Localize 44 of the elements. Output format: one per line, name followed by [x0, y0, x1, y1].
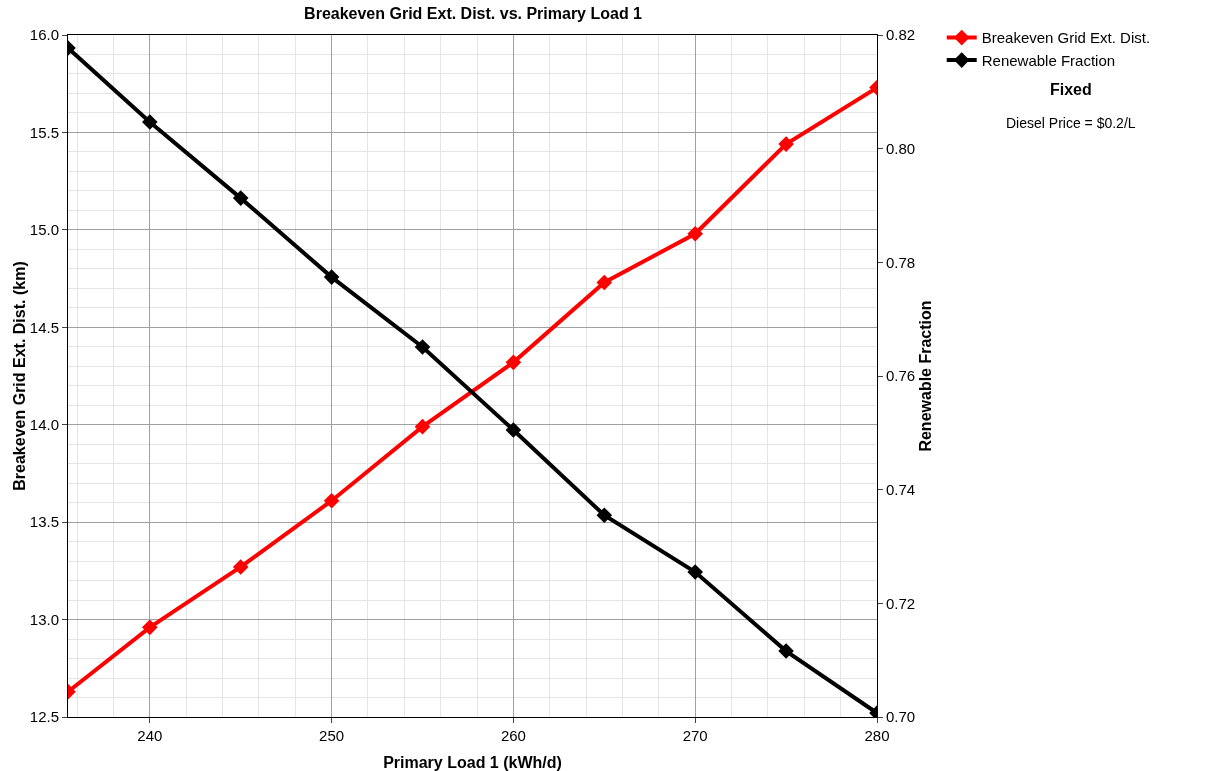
point	[596, 274, 613, 291]
y-tick-label: 12.5	[29, 708, 59, 726]
point	[323, 269, 340, 285]
point	[687, 564, 703, 580]
x-tick-label: 280	[864, 727, 890, 744]
y2-tick-label: 0.74	[886, 480, 916, 498]
x-tick-label: 260	[500, 727, 526, 744]
point	[232, 190, 249, 206]
y2-tick-label: 0.70	[886, 708, 916, 726]
y-tick-label: 15.0	[29, 221, 59, 239]
y-tick-label: 15.5	[29, 123, 59, 141]
y-tick-label: 14.5	[29, 318, 59, 336]
y2-tick-label: 0.76	[886, 367, 916, 385]
point	[687, 225, 703, 242]
point	[414, 418, 431, 435]
y-axis-title: Breakeven Grid Ext. Dist. (km)	[10, 261, 28, 491]
x-tick-label: 250	[319, 727, 345, 744]
text: Diesel Price = $0.2/L	[1006, 115, 1136, 131]
text: Fixed	[1050, 81, 1092, 98]
y2-tick-label: 0.82	[886, 26, 916, 44]
chart-title: Breakeven Grid Ext. Dist. vs. Primary Load 1	[304, 4, 643, 22]
point	[778, 643, 794, 659]
y2-tick-label: 0.78	[886, 253, 916, 271]
point	[232, 559, 249, 575]
y2-tick-label: 0.72	[886, 594, 916, 612]
point	[142, 619, 158, 636]
y-tick-label: 13.5	[29, 513, 59, 531]
point	[505, 422, 522, 438]
point	[596, 507, 613, 524]
legend-label: Renewable Fraction	[981, 51, 1116, 69]
point	[778, 136, 794, 152]
y2-tick-label: 0.80	[886, 139, 916, 157]
point	[142, 114, 158, 130]
x-axis-title: Primary Load 1 (kWh/d)	[383, 754, 562, 771]
y-tick-label: 16.0	[29, 26, 59, 44]
legend-label: Breakeven Grid Ext. Dist.	[981, 29, 1151, 47]
x-tick-label: 240	[137, 727, 163, 744]
y-tick-label: 13.0	[29, 610, 59, 628]
y2-axis-title: Renewable Fraction	[917, 300, 935, 452]
point	[505, 354, 522, 371]
y-tick-label: 14.0	[29, 415, 59, 433]
point	[323, 492, 340, 509]
point	[414, 339, 431, 355]
x-tick-label: 270	[682, 727, 708, 744]
